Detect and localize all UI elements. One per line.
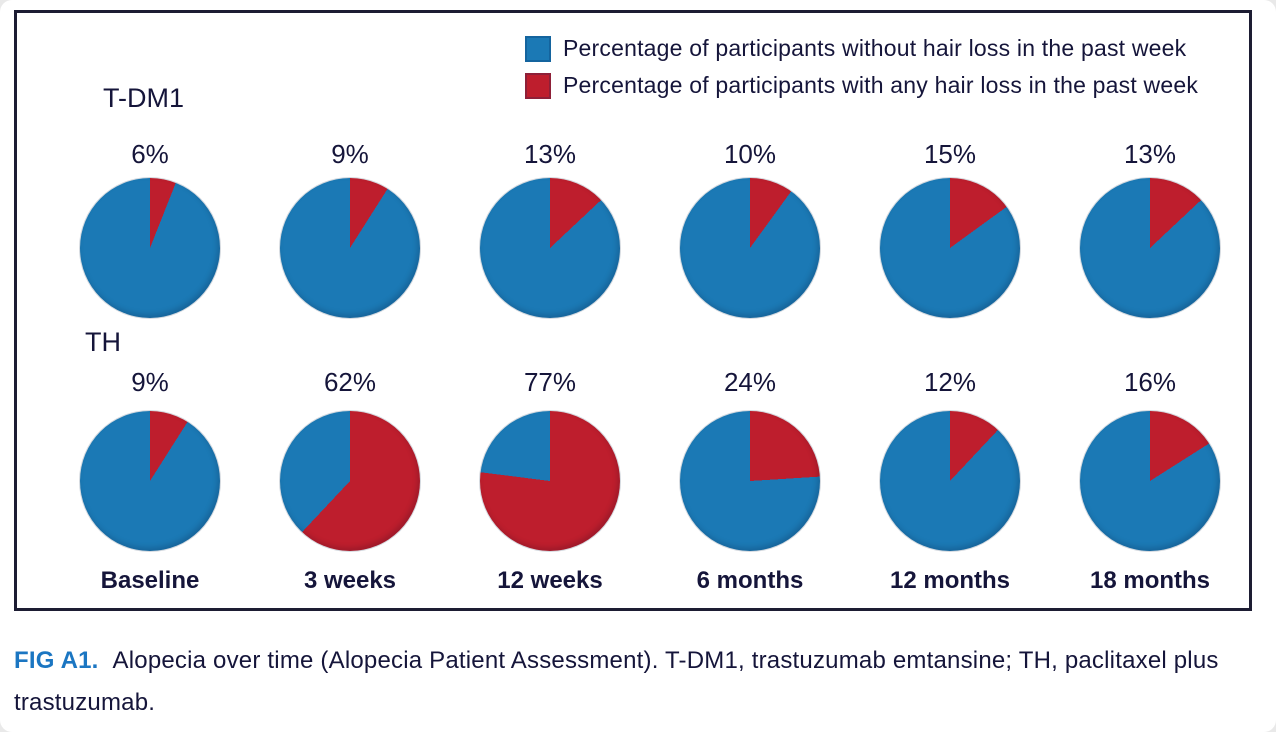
- pie-value-label: 10%: [723, 138, 777, 169]
- pie-value-label: 9%: [131, 366, 169, 397]
- pie-value-label: 6%: [131, 138, 169, 169]
- pie-value-row: 6% 9% 13% 10% 15% 13%: [50, 137, 1250, 171]
- pie-cell: [450, 178, 650, 318]
- pie-value-label: 13%: [1123, 138, 1177, 169]
- x-axis-cell: 6 months: [650, 563, 850, 599]
- pie-cell: [850, 411, 1050, 551]
- pie-value-label: 12%: [923, 366, 977, 397]
- pie-cell: [1050, 178, 1250, 318]
- pie-chart: [1080, 411, 1220, 551]
- x-axis-cell: Baseline: [50, 563, 250, 599]
- x-axis-cell: 18 months: [1050, 563, 1250, 599]
- pie-value-cell: 9%: [50, 365, 250, 399]
- x-axis-cell: 12 months: [850, 563, 1050, 599]
- x-axis-cell: 3 weeks: [250, 563, 450, 599]
- figure-caption: FIG A1. Alopecia over time (Alopecia Pati…: [14, 640, 1266, 724]
- pie-value-cell: 9%: [250, 137, 450, 171]
- pie-chart: [280, 178, 420, 318]
- pie-chart: [480, 411, 620, 551]
- pie-value-row: 9% 62% 77% 24% 12% 16%: [50, 365, 1250, 399]
- x-axis-label: 12 months: [889, 567, 1011, 594]
- pie-cell: [850, 178, 1050, 318]
- pie-cell: [650, 411, 850, 551]
- pie-chart: [480, 178, 620, 318]
- pie-chart: [680, 178, 820, 318]
- pie-value-label: 24%: [723, 366, 777, 397]
- pie-value-label: 16%: [1123, 366, 1177, 397]
- x-axis-label: 18 months: [1089, 567, 1211, 594]
- pie-value-cell: 6%: [50, 137, 250, 171]
- legend: Percentage of participants without hair …: [525, 30, 1198, 104]
- pie-cell: [450, 411, 650, 551]
- x-axis-label: 12 weeks: [497, 567, 603, 594]
- figure-label: FIG A1.: [14, 647, 99, 674]
- pie-chart: [880, 178, 1020, 318]
- pie-cell: [650, 178, 850, 318]
- legend-item-label: Percentage of participants with any hair…: [563, 72, 1199, 98]
- x-axis: Baseline 3 weeks 12 weeks 6 months 12 months…: [50, 563, 1250, 599]
- caption-text: Alopecia over time (Alopecia Patient Ass…: [14, 647, 1219, 716]
- pie-value-label: 77%: [523, 366, 577, 397]
- legend-item: Percentage of participants with any hair…: [525, 67, 1198, 104]
- pie-chart: [1080, 178, 1220, 318]
- pie-value-label: 9%: [331, 138, 369, 169]
- pie-value-cell: 77%: [450, 365, 650, 399]
- pie-cell: [50, 178, 250, 318]
- pie-value-cell: 16%: [1050, 365, 1250, 399]
- pie-value-cell: 13%: [450, 137, 650, 171]
- pie-value-cell: 24%: [650, 365, 850, 399]
- red-swatch-icon: [525, 72, 551, 99]
- x-axis-label: 3 weeks: [303, 567, 397, 594]
- pie-value-cell: 10%: [650, 137, 850, 171]
- pie-value-label: 13%: [523, 138, 577, 169]
- x-axis-label: 6 months: [696, 567, 804, 594]
- pie-chart: [680, 411, 820, 551]
- x-axis-label: Baseline: [100, 567, 200, 594]
- pie-chart: [80, 411, 220, 551]
- pie-value-label: 15%: [923, 138, 977, 169]
- series-label-t-dm1: T-DM1: [103, 83, 184, 113]
- pie-chart: [280, 411, 420, 551]
- pie-value-cell: 12%: [850, 365, 1050, 399]
- pie-value-label: 62%: [323, 366, 377, 397]
- pie-row: [50, 411, 1250, 551]
- pie-cell: [50, 411, 250, 551]
- pie-chart: [880, 411, 1020, 551]
- pie-value-cell: 62%: [250, 365, 450, 399]
- pie-value-cell: 15%: [850, 137, 1050, 171]
- pie-row: [50, 178, 1250, 318]
- pie-chart: [80, 178, 220, 318]
- blue-swatch-icon: [525, 35, 551, 62]
- series-label-th: TH: [85, 327, 121, 357]
- legend-item: Percentage of participants without hair …: [525, 30, 1198, 67]
- pie-cell: [250, 411, 450, 551]
- pie-cell: [250, 178, 450, 318]
- pie-cell: [1050, 411, 1250, 551]
- pie-value-cell: 13%: [1050, 137, 1250, 171]
- x-axis-cell: 12 weeks: [450, 563, 650, 599]
- chart-frame: Percentage of participants without hair …: [14, 10, 1252, 611]
- legend-item-label: Percentage of participants without hair …: [563, 35, 1187, 61]
